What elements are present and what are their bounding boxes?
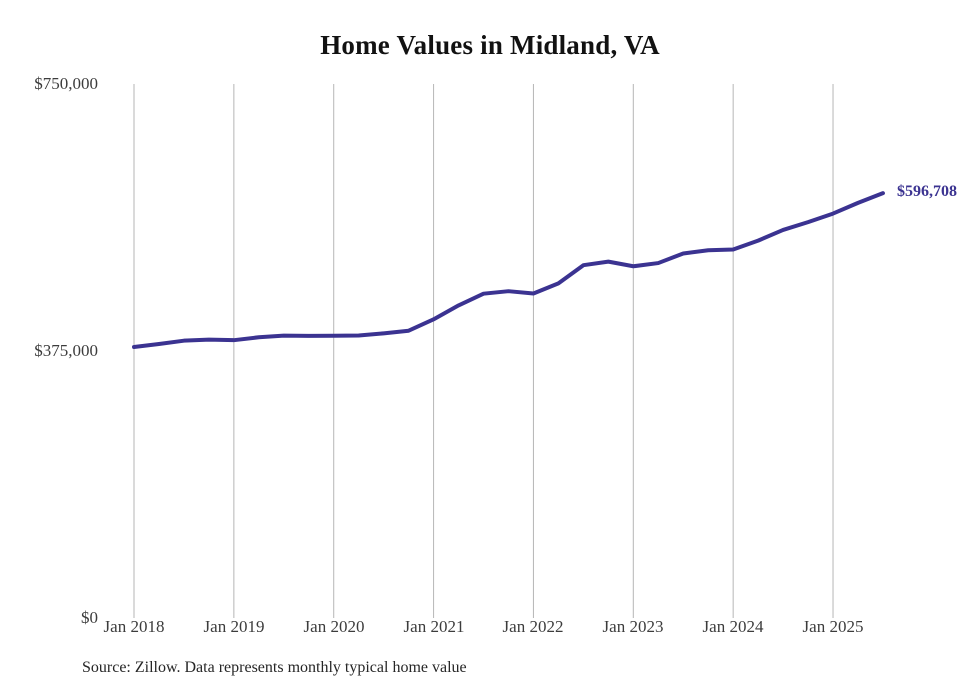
x-axis-tick-label-jan-2023: Jan 2023 bbox=[602, 617, 664, 636]
y-axis-tick-label-0: $0 bbox=[81, 608, 98, 627]
x-axis-tick-label-jan-2019: Jan 2019 bbox=[203, 617, 265, 636]
x-axis-tick-label-jan-2020: Jan 2020 bbox=[303, 617, 365, 636]
gridlines-group bbox=[133, 84, 834, 618]
x-axis-tick-label-jan-2025: Jan 2025 bbox=[802, 617, 864, 636]
y-axis-tick-label-750000: $750,000 bbox=[34, 74, 98, 93]
y-axis-tick-label-375000: $375,000 bbox=[34, 341, 98, 360]
source-note: Source: Zillow. Data represents monthly … bbox=[82, 659, 467, 676]
x-axis-tick-label-jan-2024: Jan 2024 bbox=[702, 617, 764, 636]
x-axis-tick-label-jan-2022: Jan 2022 bbox=[502, 617, 564, 636]
chart-title: Home Values in Midland, VA bbox=[320, 30, 660, 60]
x-axis-tick-label-jan-2021: Jan 2021 bbox=[403, 617, 465, 636]
x-axis-tick-label-jan-2018: Jan 2018 bbox=[103, 617, 165, 636]
end-value-annotation: $596,708 bbox=[896, 183, 957, 201]
series-line-typical-home-value bbox=[132, 191, 885, 350]
